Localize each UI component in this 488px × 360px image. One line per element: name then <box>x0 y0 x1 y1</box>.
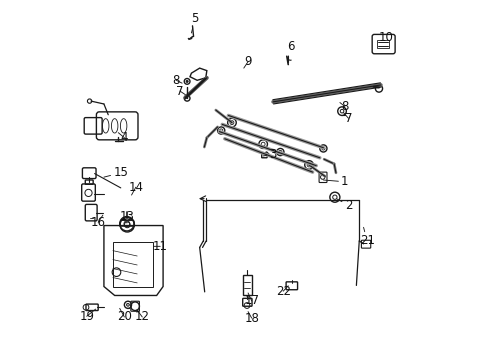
Text: 4: 4 <box>118 131 128 144</box>
Bar <box>113 242 153 287</box>
Text: 17: 17 <box>244 293 259 307</box>
Text: 5: 5 <box>191 12 198 33</box>
Text: 3: 3 <box>263 148 276 161</box>
Text: 16: 16 <box>90 215 105 229</box>
Text: 14: 14 <box>128 181 143 195</box>
Text: 1: 1 <box>323 175 348 188</box>
Text: 20: 20 <box>117 309 132 324</box>
Text: 7: 7 <box>176 85 185 98</box>
Text: 2: 2 <box>336 199 351 212</box>
Text: 11: 11 <box>152 240 167 253</box>
Text: 8: 8 <box>339 100 348 113</box>
Bar <box>376 40 388 48</box>
Text: 12: 12 <box>135 310 149 324</box>
Text: 10: 10 <box>378 31 393 46</box>
Text: 21: 21 <box>359 227 374 247</box>
Text: 19: 19 <box>79 309 96 323</box>
Text: 15: 15 <box>104 166 128 179</box>
Bar <box>242 275 251 295</box>
Text: 18: 18 <box>244 311 259 325</box>
Text: 7: 7 <box>343 112 351 125</box>
Text: 13: 13 <box>119 210 134 223</box>
Circle shape <box>126 303 129 306</box>
Circle shape <box>185 80 188 82</box>
Text: 22: 22 <box>275 285 290 298</box>
Text: 8: 8 <box>172 74 182 87</box>
Text: 9: 9 <box>244 55 251 68</box>
Text: 6: 6 <box>287 40 294 57</box>
